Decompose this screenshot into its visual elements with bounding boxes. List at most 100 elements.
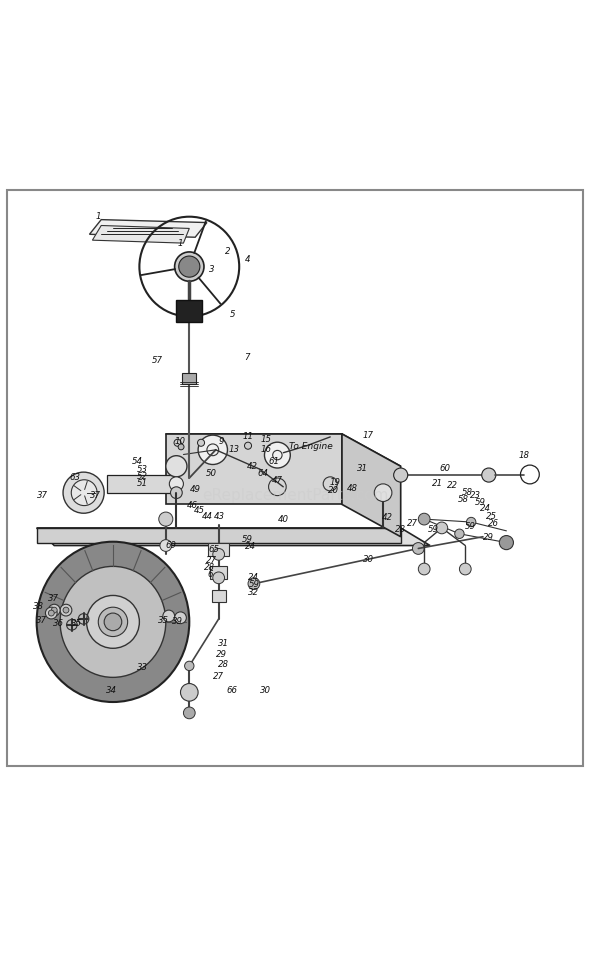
Circle shape	[213, 572, 225, 584]
Circle shape	[169, 477, 183, 491]
Circle shape	[171, 487, 182, 498]
Circle shape	[244, 443, 251, 449]
Bar	[212, 590, 226, 602]
Circle shape	[248, 577, 260, 590]
Circle shape	[499, 535, 513, 550]
Text: 13: 13	[228, 445, 240, 454]
Text: 18: 18	[519, 451, 529, 460]
Text: 20: 20	[328, 486, 339, 495]
Circle shape	[436, 522, 448, 533]
Text: 24: 24	[480, 504, 491, 513]
Text: 27: 27	[407, 519, 418, 529]
Polygon shape	[342, 434, 401, 536]
Text: 25: 25	[486, 511, 497, 521]
Text: 46: 46	[187, 501, 198, 510]
Text: 42: 42	[382, 513, 394, 522]
Circle shape	[374, 484, 392, 502]
Text: 26: 26	[488, 519, 499, 529]
Polygon shape	[37, 528, 401, 543]
Circle shape	[104, 613, 122, 631]
Text: 35: 35	[71, 619, 82, 628]
Bar	[182, 374, 196, 384]
Circle shape	[60, 604, 72, 616]
Circle shape	[467, 517, 476, 527]
Text: 36: 36	[54, 619, 64, 628]
Text: 31: 31	[357, 464, 368, 473]
Text: 6: 6	[207, 571, 212, 579]
Circle shape	[213, 549, 225, 560]
Text: 52: 52	[137, 471, 148, 481]
Text: 24: 24	[245, 542, 257, 552]
Text: 53: 53	[137, 465, 148, 473]
Text: 63: 63	[70, 473, 81, 483]
Text: 28: 28	[395, 525, 406, 534]
Circle shape	[63, 607, 69, 613]
Polygon shape	[166, 434, 342, 505]
Polygon shape	[90, 220, 207, 237]
Text: 58: 58	[457, 494, 468, 504]
Text: 50: 50	[206, 469, 217, 478]
Circle shape	[48, 604, 60, 616]
Text: 59: 59	[464, 522, 476, 531]
Text: 23: 23	[470, 491, 481, 500]
Text: 39: 39	[172, 618, 183, 626]
Text: 42: 42	[247, 462, 258, 470]
Circle shape	[159, 512, 173, 526]
Circle shape	[175, 612, 186, 623]
Text: 64: 64	[258, 469, 269, 478]
Circle shape	[179, 256, 200, 277]
Text: 57: 57	[152, 356, 162, 365]
Text: 60: 60	[439, 464, 450, 473]
Text: 32: 32	[248, 588, 260, 597]
Circle shape	[166, 456, 187, 477]
Text: 21: 21	[432, 479, 442, 489]
Circle shape	[198, 439, 205, 446]
Text: 24: 24	[248, 574, 260, 582]
Circle shape	[183, 707, 195, 719]
Circle shape	[455, 529, 464, 538]
Text: 59: 59	[248, 580, 260, 590]
Text: 58: 58	[461, 488, 473, 496]
Text: 33: 33	[137, 663, 148, 671]
Text: 19: 19	[329, 478, 340, 488]
Text: 59: 59	[428, 525, 438, 534]
Circle shape	[51, 607, 57, 613]
Text: To Engine: To Engine	[289, 443, 333, 451]
Text: 31: 31	[218, 640, 229, 648]
Bar	[210, 566, 228, 579]
Text: 44: 44	[201, 512, 212, 521]
Circle shape	[198, 435, 228, 465]
Bar	[176, 300, 202, 322]
Text: 11: 11	[242, 432, 254, 442]
Circle shape	[71, 480, 97, 506]
Text: 48: 48	[347, 484, 358, 493]
Text: 30: 30	[363, 554, 374, 563]
Text: 35: 35	[158, 616, 169, 624]
Text: 28: 28	[204, 563, 215, 572]
Text: 7: 7	[244, 353, 250, 361]
Circle shape	[181, 684, 198, 701]
Text: 15: 15	[260, 435, 271, 445]
Text: 54: 54	[132, 457, 143, 467]
Circle shape	[99, 607, 127, 637]
Circle shape	[412, 543, 424, 554]
Circle shape	[418, 563, 430, 575]
Text: 29: 29	[483, 533, 494, 542]
Text: 22: 22	[447, 481, 458, 489]
Circle shape	[175, 252, 204, 281]
Circle shape	[45, 607, 57, 619]
Text: 43: 43	[214, 512, 225, 521]
Ellipse shape	[60, 566, 166, 678]
Circle shape	[87, 596, 139, 648]
Polygon shape	[37, 528, 430, 546]
Circle shape	[48, 610, 54, 616]
Polygon shape	[166, 434, 401, 467]
Circle shape	[460, 563, 471, 575]
Circle shape	[63, 472, 104, 513]
Text: 5: 5	[230, 311, 235, 319]
Circle shape	[482, 468, 496, 482]
Text: 27: 27	[213, 672, 224, 681]
Text: 66: 66	[226, 686, 237, 695]
Text: 1: 1	[96, 212, 101, 221]
Circle shape	[160, 539, 172, 552]
